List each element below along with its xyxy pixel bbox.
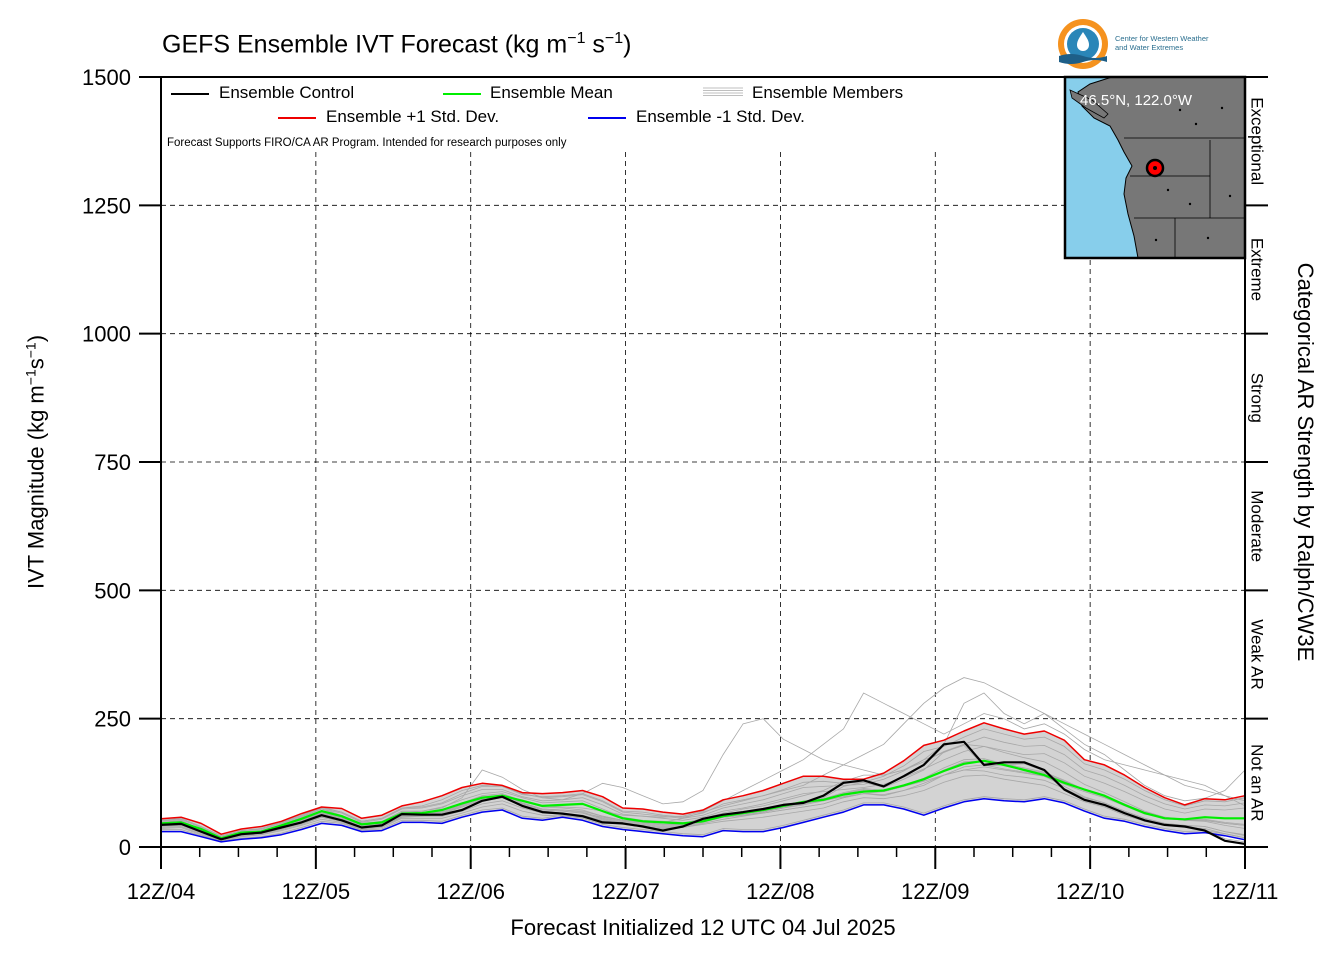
inset-lake — [1188, 202, 1192, 206]
x-axis-label: Forecast Initialized 12 UTC 04 Jul 2025 — [510, 915, 896, 940]
member-line — [160, 774, 1246, 842]
x-tick-label: 12Z/04 — [127, 879, 196, 904]
legend-minus-sd-label: Ensemble -1 Std. Dev. — [636, 107, 805, 126]
y-tick-label: 1000 — [82, 322, 131, 347]
y-tick-label: 1250 — [82, 193, 131, 218]
legend-mean-label: Ensemble Mean — [490, 83, 613, 102]
y-tick-label: 750 — [94, 450, 131, 475]
inset-frame — [1063, 75, 1247, 260]
location-marker-center — [1153, 166, 1157, 170]
inset-map — [1063, 75, 1247, 260]
inset-lake — [1220, 106, 1224, 110]
minus-sd-line — [161, 797, 1246, 843]
category-label: Exceptional — [1248, 97, 1267, 185]
category-label: Not an AR — [1248, 744, 1267, 822]
legend-mean-line — [443, 93, 481, 95]
inset-lake — [1228, 194, 1232, 198]
member-line — [161, 796, 1246, 842]
legend-members-lines — [703, 87, 743, 96]
legend-plus-sd-label: Ensemble +1 Std. Dev. — [326, 107, 500, 126]
y-tick-label: 0 — [119, 835, 131, 860]
inset-lake — [1194, 122, 1198, 126]
x-tick-label: 12Z/11 — [1212, 879, 1279, 904]
inset-lake — [1178, 108, 1182, 112]
ar-categories: Not an AR Weak AR Moderate Strong Extreme Exc… — [1245, 76, 1268, 848]
legend-members-label: Ensemble Members — [752, 83, 904, 102]
category-label: Extreme — [1248, 238, 1267, 301]
cw3e-logo-icon — [1058, 19, 1108, 69]
category-label: Weak AR — [1248, 619, 1267, 690]
category-label: Strong — [1248, 373, 1267, 423]
x-tick-label: 12Z/10 — [1056, 879, 1125, 904]
legend-control-line — [171, 93, 209, 95]
disclaimer-note: Forecast Supports FIRO/CA AR Program. In… — [167, 137, 567, 149]
grid-lines — [161, 152, 1245, 847]
chart-title: GEFS Ensemble IVT Forecast (kg m−1 s−1) — [162, 30, 632, 59]
y-tick-label: 250 — [94, 707, 131, 732]
member-line — [160, 736, 1246, 838]
legend-plus-sd-line — [278, 117, 316, 119]
inset-lake — [1166, 188, 1170, 192]
x-tick-label: 12Z/08 — [746, 879, 815, 904]
member-line — [160, 745, 1246, 838]
category-label: Moderate — [1248, 490, 1267, 562]
cw3e-name: Center for Western Weather and Water Extr… — [1115, 34, 1209, 52]
x-tick-label: 12Z/06 — [436, 879, 505, 904]
x-tick-label: 12Z/09 — [901, 879, 970, 904]
cw3e-logo: Center for Western Weather and Water Extr… — [1057, 18, 1257, 74]
inset-lake — [1154, 238, 1158, 242]
summary-lines — [160, 722, 1246, 845]
x-tick-label: 12Z/07 — [591, 879, 660, 904]
control-line — [160, 740, 1246, 845]
y-tick-label: 500 — [94, 578, 131, 603]
mean-line — [160, 759, 1245, 840]
legend-control-label: Ensemble Control — [219, 83, 355, 102]
right-axis-label: Categorical AR Strength by Ralph/CW3E — [1293, 262, 1318, 662]
y-tick-label: 1500 — [82, 65, 131, 90]
plus-sd-line — [160, 722, 1246, 835]
inset-lake — [1206, 236, 1210, 240]
y-axis-label: IVT Magnitude (kg m−1s−1) — [22, 334, 49, 590]
inset-island — [1069, 89, 1109, 119]
inset-coordinate: 46.5°N, 122.0°W — [1080, 92, 1193, 109]
legend-minus-sd-line — [588, 117, 626, 119]
x-tick-label: 12Z/05 — [282, 879, 351, 904]
